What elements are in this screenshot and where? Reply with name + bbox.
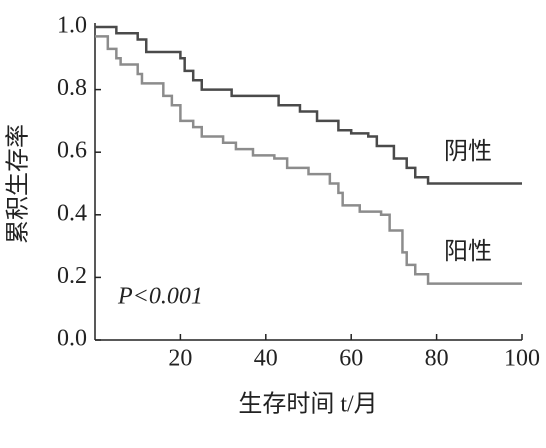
x-tick-label: 40 xyxy=(254,346,278,372)
y-tick-label: 0.6 xyxy=(57,138,87,164)
y-tick-label: 0.4 xyxy=(57,200,87,226)
x-axis-label: 生存时间 t/月 xyxy=(238,391,377,418)
y-tick-label: 0.8 xyxy=(57,75,87,101)
y-tick-label: 0.0 xyxy=(57,326,87,352)
y-tick-label: 1.0 xyxy=(57,13,87,39)
y-axis-label: 累积生存率 xyxy=(5,124,32,244)
series-label: 阴性 xyxy=(444,138,492,165)
series-label: 阳性 xyxy=(444,238,492,265)
annotation: P<0.001 xyxy=(117,284,203,310)
survival-line xyxy=(95,25,522,185)
x-tick-label: 100 xyxy=(504,346,540,372)
survival-line xyxy=(95,35,522,285)
y-tick-label: 0.2 xyxy=(57,263,87,289)
x-tick-label: 60 xyxy=(339,346,363,372)
x-tick-label: 20 xyxy=(168,346,192,372)
x-tick-label: 80 xyxy=(425,346,449,372)
